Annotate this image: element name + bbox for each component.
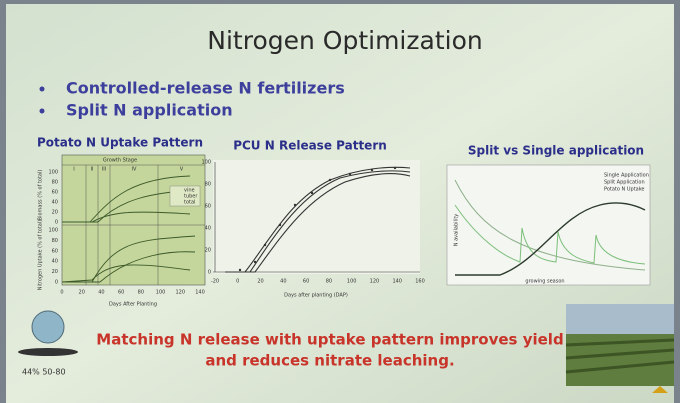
y-tick-label: 80 [205, 182, 211, 188]
x-tick-label: 100 [347, 279, 357, 285]
footer-line: Matching N release with uptake pattern i… [96, 331, 563, 349]
slide-title: Nitrogen Optimization [207, 26, 482, 55]
bullet: Controlled-release N fertilizers [66, 79, 345, 98]
x-tick-label: 160 [415, 279, 425, 285]
legend-entry: tuber [184, 194, 198, 200]
stage: I [73, 167, 74, 173]
legend-entry: Potato N Uptake [604, 187, 645, 193]
y-tick-label: 0 [55, 220, 58, 226]
y-tick-label: 20 [52, 269, 58, 275]
footer-line: and reduces nitrate leaching. [205, 352, 454, 370]
stage: IV [132, 167, 137, 173]
stage: III [102, 167, 106, 173]
stage: V [180, 167, 184, 173]
stage-label: Growth Stage [103, 158, 137, 164]
y-tick-label: 40 [205, 226, 211, 232]
y-tick-label: 60 [205, 204, 211, 210]
bullet: Split N application [66, 101, 233, 120]
x-tick-label: -20 [211, 279, 219, 285]
stage-lines [85, 165, 159, 285]
x-tick-label: 20 [257, 279, 263, 285]
x-tick-label: 60 [118, 290, 124, 296]
panel2-bg [213, 160, 420, 274]
x-tick-label: 0 [236, 279, 239, 285]
y-tick-label: 100 [48, 170, 58, 176]
panel3-plot [446, 164, 651, 286]
x-label: Days After Planting [109, 302, 157, 308]
legend-box [169, 185, 201, 207]
y-tick-label: 20 [52, 210, 58, 216]
bullet-dot [39, 108, 45, 114]
y-label: Biomass (% of total) [38, 170, 44, 221]
x-tick-label: 60 [303, 279, 309, 285]
x-tick-label: 100 [156, 290, 166, 296]
x-tick-label: 40 [98, 290, 104, 296]
x-label: Days after planting (DAP) [284, 293, 348, 299]
legend-entry: Single Application [604, 173, 649, 179]
panel-title: Potato N Uptake Pattern [37, 136, 203, 150]
y-tick-label: 80 [52, 238, 58, 244]
y-tick-label: 100 [201, 160, 211, 166]
panel-title: PCU N Release Pattern [233, 139, 387, 153]
x-tick-label: 120 [176, 290, 186, 296]
legend-entry: total [184, 200, 195, 206]
legend-entry: vine [184, 188, 195, 194]
y-tick-label: 80 [52, 180, 58, 186]
y-tick-label: 40 [52, 200, 58, 206]
field-photo [565, 304, 675, 386]
x-label: growing season [525, 279, 564, 285]
x-tick-label: 0 [60, 290, 63, 296]
y-tick-label: 0 [55, 280, 58, 286]
y-tick-label: 20 [205, 248, 211, 254]
y-tick-label: 40 [52, 259, 58, 265]
y-label: Nitrogen Uptake (% of total) [38, 220, 44, 290]
x-tick-label: 20 [79, 290, 85, 296]
x-tick-label: 140 [195, 290, 205, 296]
panel1-plot [61, 154, 206, 286]
x-tick-label: 140 [392, 279, 402, 285]
x-tick-label: 120 [370, 279, 380, 285]
availability-curves [454, 179, 646, 276]
panel-title: Split vs Single application [468, 144, 644, 158]
bullet-dot [39, 86, 45, 92]
release-curves [225, 166, 411, 273]
y-tick-label: 60 [52, 190, 58, 196]
y-tick-label: 60 [52, 248, 58, 254]
globe-icon [31, 310, 65, 344]
legend-entry: Split Application [604, 180, 645, 186]
globe-shadow [18, 348, 78, 356]
x-tick-label: 80 [326, 279, 332, 285]
x-tick-label: 80 [138, 290, 144, 296]
badge: 44% 50-80 [22, 368, 66, 377]
release-points [238, 166, 397, 272]
stage: II [91, 167, 94, 173]
logo [652, 386, 668, 393]
y-label: N availability [454, 214, 460, 247]
y-tick-label: 0 [208, 270, 211, 276]
y-tick-label: 100 [48, 228, 58, 234]
x-tick-label: 40 [280, 279, 286, 285]
